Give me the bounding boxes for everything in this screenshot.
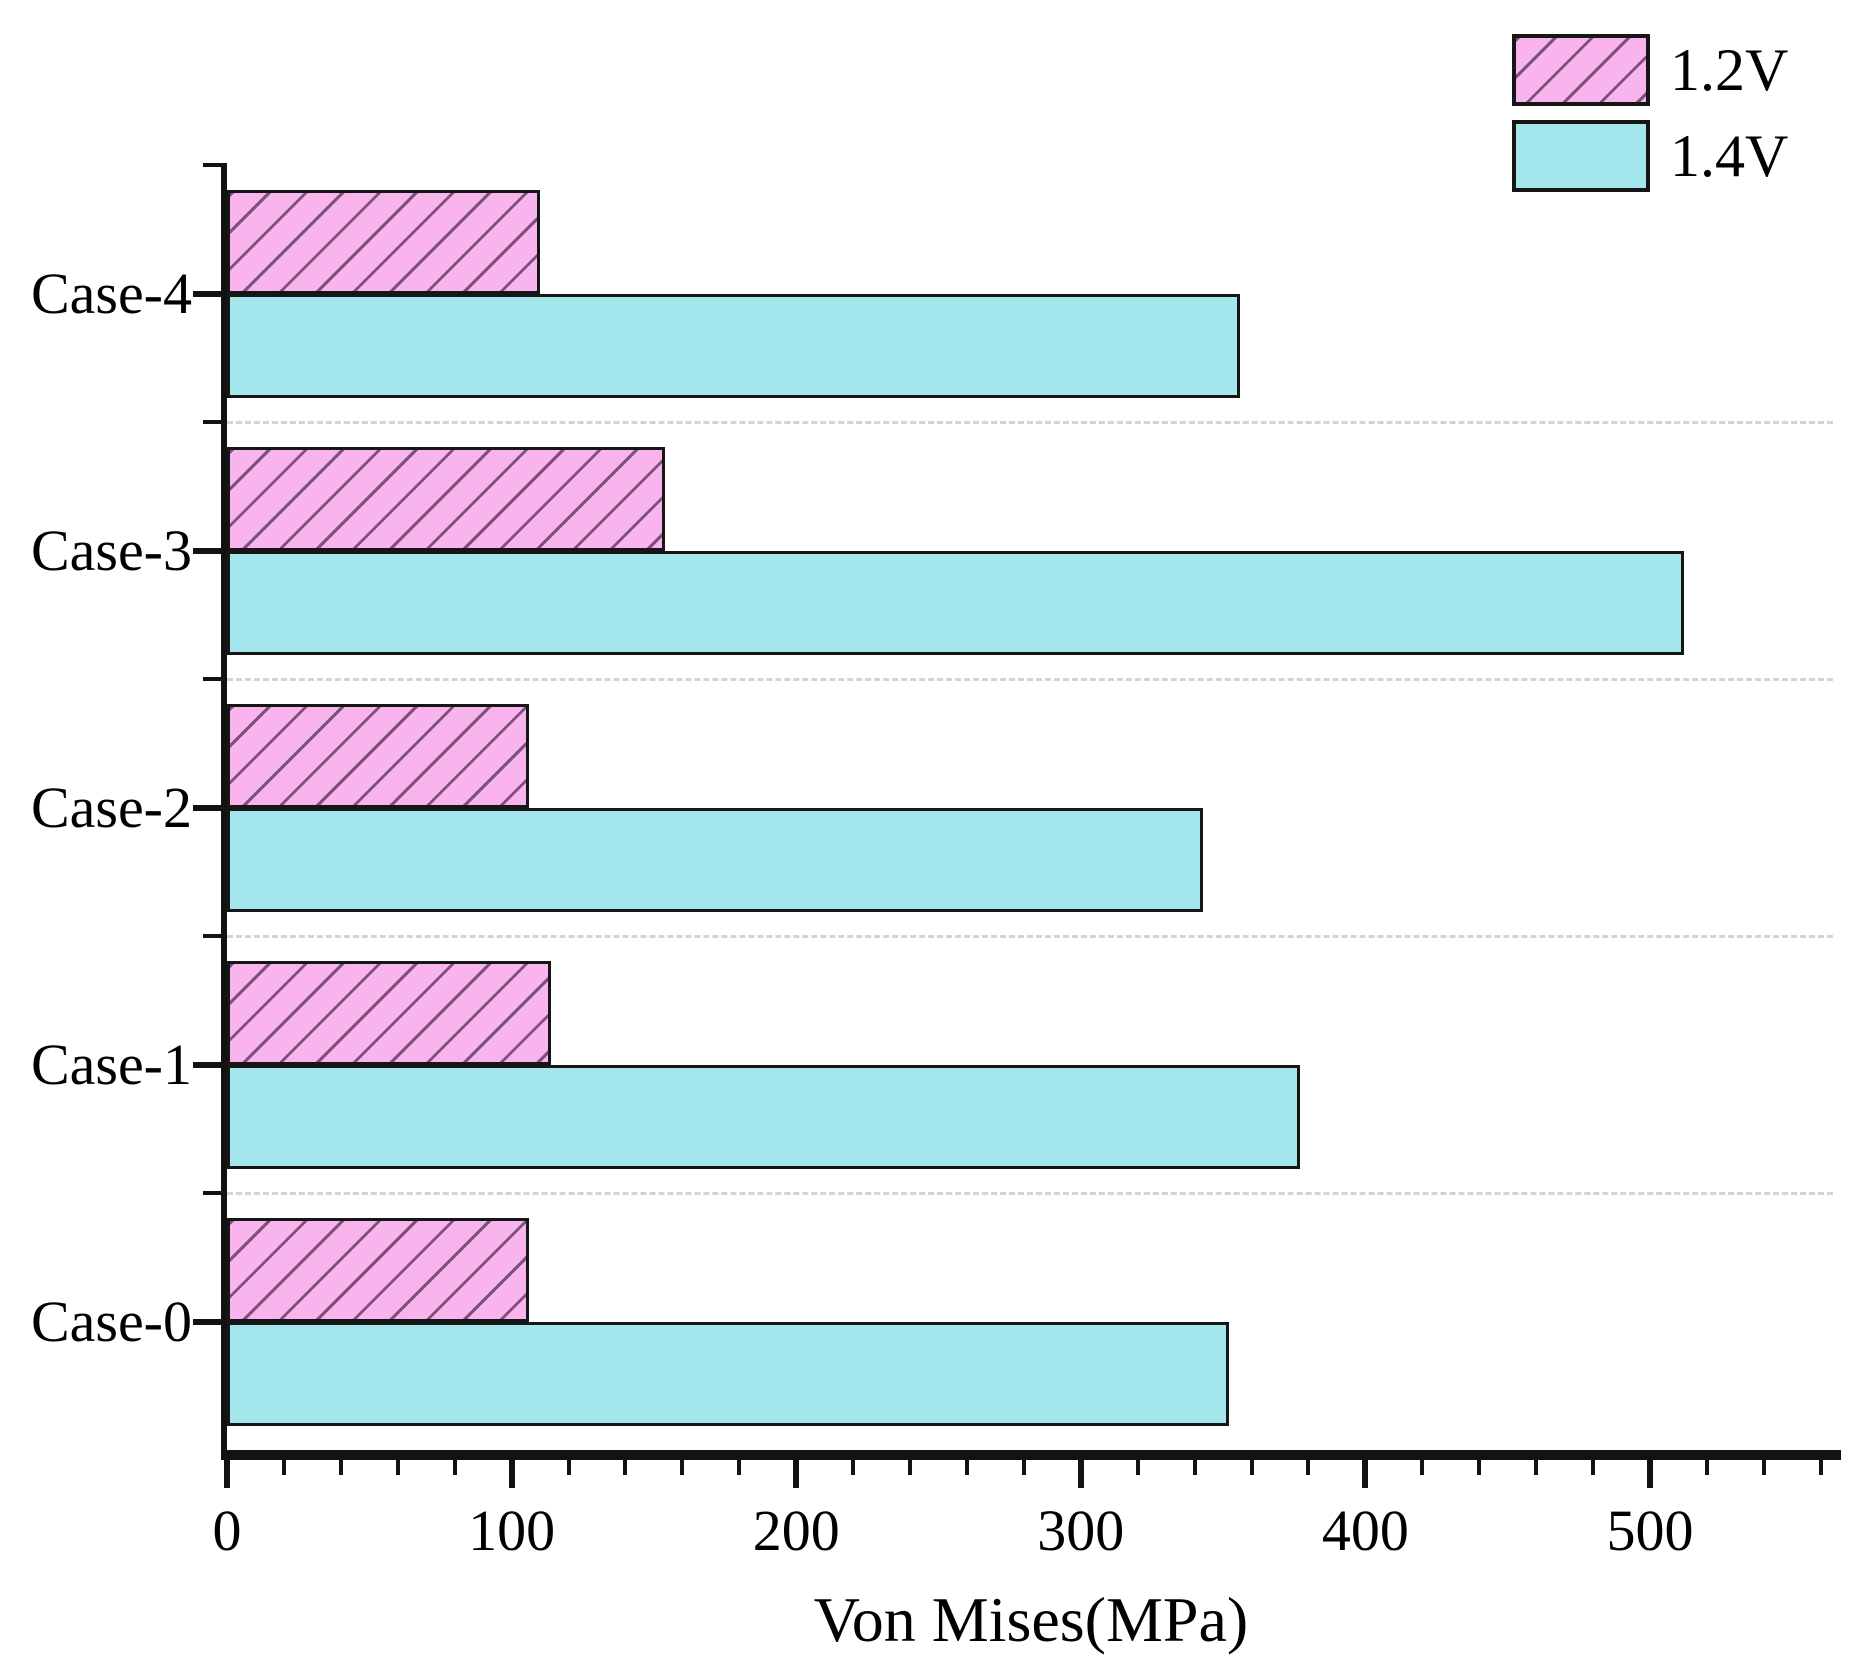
y-minor-tick [203, 677, 221, 681]
bar-1-4v-case-4 [227, 293, 1241, 398]
x-axis-line [221, 1450, 1841, 1460]
x-major-tick [1077, 1460, 1084, 1488]
x-tick-label: 0 [212, 1498, 242, 1563]
legend-label-1-2v: 1.2V [1670, 37, 1789, 103]
x-major-tick [1647, 1460, 1653, 1488]
bar-1-2v-case-0 [227, 1217, 529, 1322]
x-minor-tick [395, 1460, 400, 1475]
x-minor-tick [452, 1460, 457, 1475]
x-minor-tick [1306, 1460, 1311, 1475]
y-major-tick [193, 804, 221, 811]
bar-1-4v-case-2 [227, 807, 1204, 912]
y-minor-tick [203, 934, 221, 938]
bar-1-2v-case-3 [227, 446, 666, 551]
y-axis-line [221, 163, 227, 1460]
x-tick-label: 300 [1037, 1498, 1125, 1563]
x-major-tick [793, 1460, 800, 1488]
x-major-tick [1362, 1460, 1369, 1488]
x-minor-tick [1818, 1460, 1823, 1475]
category-label-case-0: Case-0 [30, 1288, 192, 1354]
legend-swatch-1-4v [1512, 120, 1650, 192]
legend-entry-1-4v: 1.4V [1512, 120, 1788, 192]
category-label-case-1: Case-1 [30, 1031, 192, 1097]
x-tick-label: 100 [468, 1498, 556, 1563]
gridline [227, 934, 1833, 938]
legend-swatch-1-2v [1512, 34, 1650, 106]
y-major-tick [193, 547, 221, 554]
x-minor-tick [338, 1460, 343, 1475]
x-minor-tick [1477, 1460, 1482, 1475]
gridline [227, 420, 1833, 424]
legend-entry-1-2v: 1.2V [1512, 34, 1788, 106]
x-axis-title: Von Mises(MPa) [813, 1584, 1249, 1655]
x-minor-tick [1704, 1460, 1709, 1475]
category-label-case-3: Case-3 [30, 517, 192, 583]
plot-area: Case-4 Case-3 Case-2 Case-1 Case-0 0 100 200 300… [31, 163, 1841, 1560]
y-major-tick [193, 1318, 221, 1325]
x-minor-tick [566, 1460, 571, 1475]
x-minor-tick [1591, 1460, 1596, 1475]
bar-1-4v-case-3 [227, 550, 1685, 655]
category-label-case-4: Case-4 [30, 260, 192, 326]
bar-1-4v-case-0 [227, 1321, 1229, 1426]
legend: 1.2V 1.4V [1512, 34, 1788, 206]
y-minor-tick [203, 1191, 221, 1195]
x-minor-tick [1135, 1460, 1140, 1475]
x-minor-tick [1249, 1460, 1254, 1475]
x-minor-tick [1021, 1460, 1026, 1475]
x-minor-tick [1761, 1460, 1766, 1475]
x-minor-tick [908, 1460, 913, 1475]
bar-1-2v-case-2 [227, 703, 529, 808]
x-minor-tick [737, 1460, 742, 1475]
x-minor-tick [281, 1460, 286, 1475]
bar-1-2v-case-1 [227, 960, 552, 1065]
gridline [227, 677, 1833, 681]
x-minor-tick [623, 1460, 628, 1475]
x-tick-label: 200 [752, 1498, 840, 1563]
x-minor-tick [680, 1460, 685, 1475]
x-minor-tick [851, 1460, 856, 1475]
x-major-tick [224, 1460, 230, 1488]
gridline [227, 1191, 1833, 1195]
legend-label-1-4v: 1.4V [1670, 123, 1789, 189]
x-minor-tick [1534, 1460, 1539, 1475]
y-minor-tick [203, 163, 221, 167]
x-tick-label: 400 [1321, 1498, 1409, 1563]
y-minor-tick [203, 420, 221, 424]
category-label-case-2: Case-2 [30, 774, 192, 840]
x-minor-tick [964, 1460, 969, 1475]
x-major-tick [508, 1460, 515, 1488]
y-major-tick [193, 290, 221, 297]
y-major-tick [193, 1061, 221, 1068]
x-minor-tick [1192, 1460, 1197, 1475]
bar-1-4v-case-1 [227, 1064, 1300, 1169]
bar-1-2v-case-4 [227, 189, 541, 294]
x-tick-label: 500 [1606, 1498, 1694, 1563]
x-minor-tick [1420, 1460, 1425, 1475]
